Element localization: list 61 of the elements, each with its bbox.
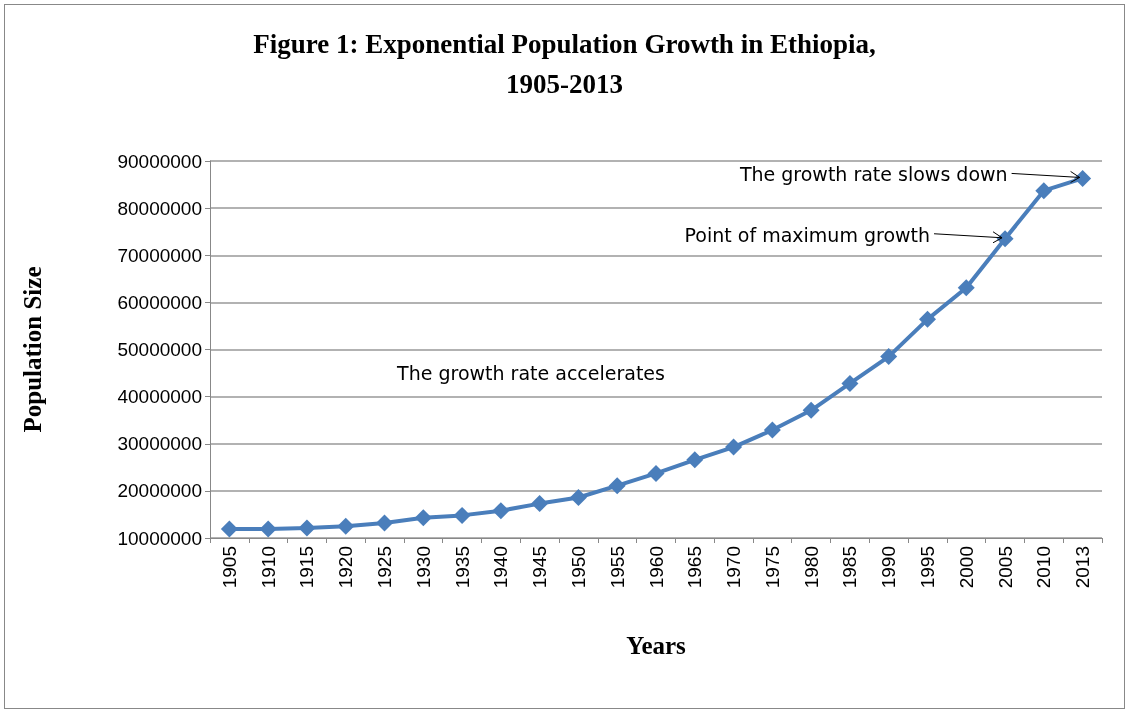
x-tick-label: 1935 (451, 546, 473, 589)
x-tick-label: 1975 (761, 546, 783, 589)
x-axis-title: Years (626, 632, 687, 659)
annotation: The growth rate accelerates (396, 362, 665, 385)
y-tick-label: 50000000 (117, 339, 202, 360)
y-tick-label: 70000000 (117, 244, 202, 266)
x-tick-label: 1930 (412, 546, 434, 589)
point (802, 401, 820, 419)
y-tick-label: 20000000 (117, 480, 202, 502)
annotation: The growth rate slows down (738, 163, 1008, 186)
point (686, 451, 704, 469)
y-tick-label: 90000000 (117, 150, 202, 172)
x-tick-label: 1945 (529, 546, 551, 589)
x-tick-label: 1950 (567, 546, 589, 589)
x-tick-label: 1985 (839, 546, 861, 589)
point (841, 374, 859, 392)
x-tick-label: 1910 (257, 546, 279, 589)
point (1035, 182, 1053, 200)
point (918, 310, 936, 328)
y-tick-label: 40000000 (117, 386, 202, 408)
x-tick-label: 2005 (994, 546, 1016, 589)
x-tick-label: 1915 (296, 546, 318, 589)
point (996, 230, 1014, 248)
point (1074, 169, 1092, 187)
x-tick-label: 1905 (218, 546, 240, 589)
chart-title: Figure 1: Exponential Population Growth in Ethiopia, 1905-2013 (253, 29, 876, 99)
x-tick-label: 1925 (374, 546, 396, 589)
y-tick-label: 10000000 (117, 527, 202, 549)
point (880, 348, 898, 366)
point (725, 438, 743, 456)
x-tick-label: 1955 (606, 546, 628, 589)
point (957, 279, 975, 297)
point (414, 509, 432, 527)
y-tick-label: 80000000 (117, 197, 202, 219)
x-tick-label: 2010 (1033, 546, 1055, 589)
x-tick-label: 1995 (916, 546, 938, 589)
x-tick-label: 2013 (1072, 546, 1094, 589)
x-tick-label: 1965 (684, 546, 706, 589)
x-tick-label: 2000 (955, 546, 977, 589)
point (569, 488, 587, 506)
point (220, 520, 238, 538)
point (453, 506, 471, 524)
x-tick-label: 1920 (335, 546, 357, 589)
point (298, 519, 316, 537)
annotation: Point of maximum growth (684, 223, 931, 246)
point (492, 502, 510, 520)
point (337, 517, 355, 535)
x-tick-label: 1940 (490, 546, 512, 589)
point (531, 495, 549, 513)
x-tick-label: 1960 (645, 546, 667, 589)
x-tick-label: 1980 (800, 546, 822, 589)
x-tick-label: 1990 (878, 546, 900, 589)
point (608, 477, 626, 495)
y-tick-label: 30000000 (117, 433, 202, 455)
point (763, 421, 781, 439)
point (259, 520, 277, 538)
x-tick-label: 1970 (723, 546, 745, 589)
y-axis-title: Population Size (19, 266, 46, 433)
point (647, 464, 665, 482)
y-tick-label: 60000000 (117, 291, 202, 313)
point (376, 514, 394, 532)
